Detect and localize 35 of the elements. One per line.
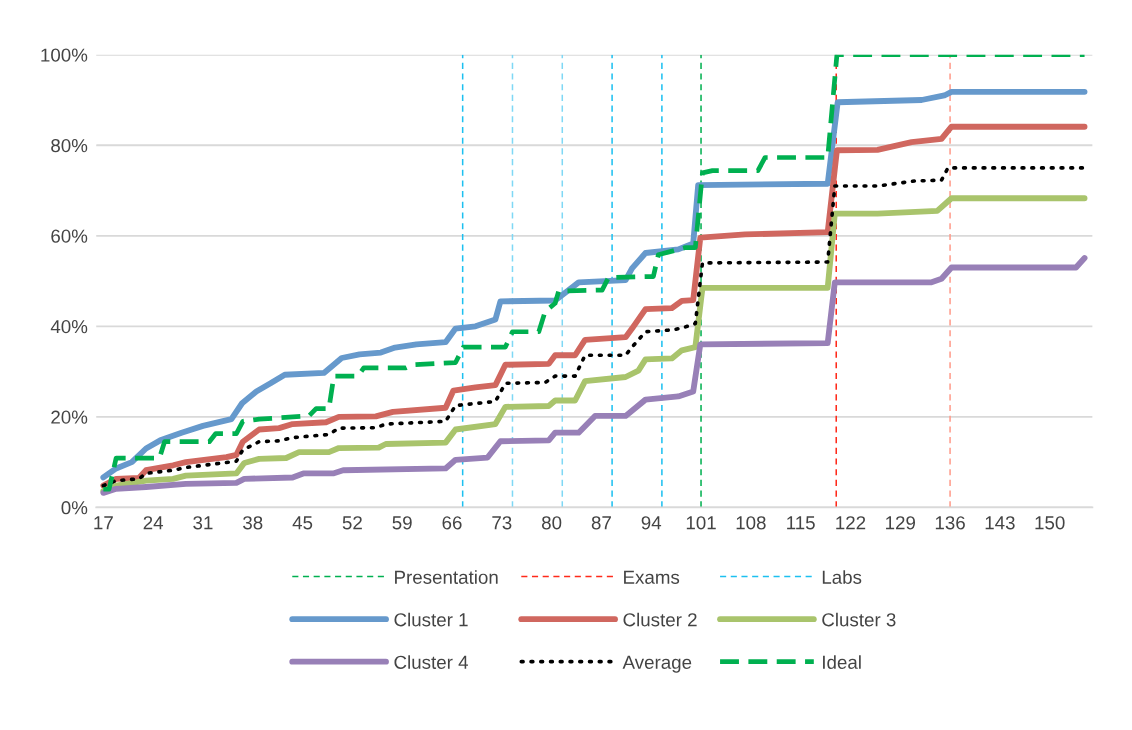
x-tick-label: 101 [686, 516, 716, 530]
legend-label: Cluster 3 [822, 612, 896, 627]
x-tick-label: 45 [292, 516, 313, 530]
y-tick-label: 60% [51, 229, 88, 243]
x-tick-label: 80 [542, 516, 562, 530]
x-tick-label: 150 [1035, 516, 1065, 530]
legend-label: Cluster 1 [394, 612, 468, 627]
legend-label: Cluster 2 [623, 612, 697, 627]
x-tick-label: 87 [591, 516, 611, 530]
y-tick-label: 40% [50, 320, 88, 334]
x-tick-label: 66 [442, 516, 462, 530]
x-tick-label: 59 [392, 516, 412, 530]
legend-label: Presentation [395, 570, 498, 584]
x-tick-label: 115 [787, 516, 815, 530]
legend-label: Ideal [823, 655, 861, 669]
legend-label: Average [622, 655, 692, 673]
x-tick-label: 129 [886, 516, 916, 530]
x-tick-label: 31 [193, 516, 213, 530]
x-tick-label: 136 [935, 516, 965, 530]
x-tick-label: 122 [836, 516, 866, 530]
x-tick-label: 94 [641, 516, 662, 530]
y-tick-label: 0% [61, 501, 88, 515]
x-tick-label: 24 [143, 516, 164, 530]
legend-label: Cluster 4 [394, 655, 468, 669]
legend-label: Labs [822, 570, 862, 584]
x-tick-label: 143 [985, 516, 1015, 530]
x-tick-label: 108 [736, 516, 766, 530]
y-tick-label: 20% [51, 410, 88, 424]
y-tick-label: 100% [41, 48, 88, 62]
legend-label: Exams [624, 570, 680, 584]
y-tick-label: 80% [51, 138, 88, 153]
x-tick-label: 17 [94, 516, 113, 530]
x-tick-label: 38 [243, 516, 263, 530]
x-tick-label: 73 [492, 516, 512, 530]
x-tick-label: 52 [342, 516, 362, 530]
